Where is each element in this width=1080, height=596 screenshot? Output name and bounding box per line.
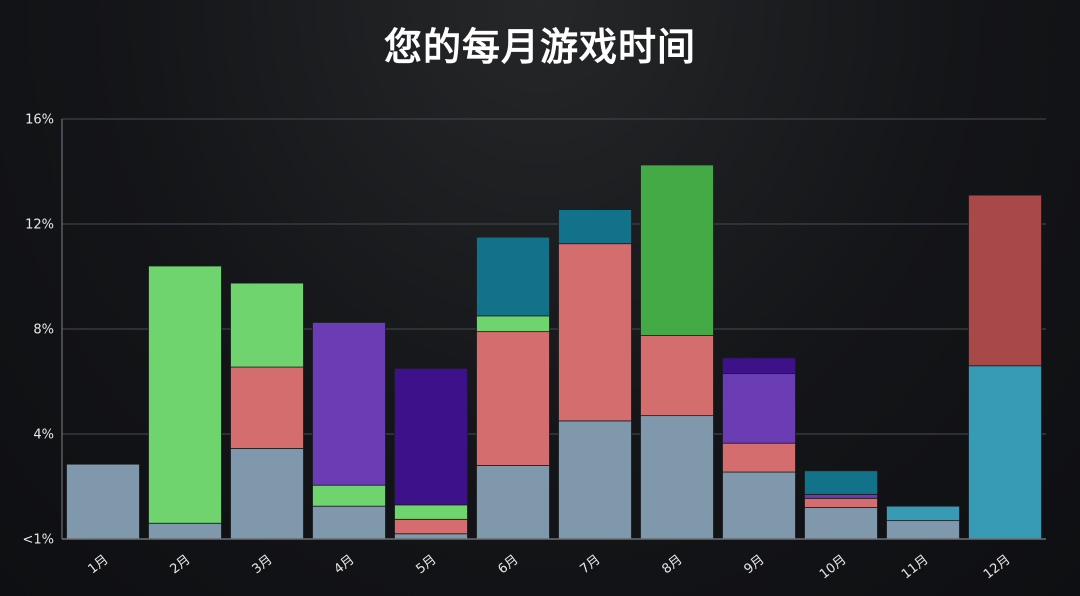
bar-segment-9月-1 bbox=[722, 442, 796, 473]
bar-segment-3月-0 bbox=[230, 448, 304, 540]
bar-segment-4月-2 bbox=[312, 322, 386, 486]
x-tick-label: 6月 bbox=[495, 552, 521, 577]
bar-segment-9月-2 bbox=[722, 373, 796, 444]
bar-segment-2月-0 bbox=[148, 522, 222, 540]
bar-segment-4月-1 bbox=[312, 484, 386, 507]
bar-segment-8月-1 bbox=[640, 335, 714, 417]
x-tick-label: 7月 bbox=[577, 552, 603, 577]
bar-segment-3月-2 bbox=[230, 282, 304, 368]
y-tick-label: 4% bbox=[33, 428, 54, 443]
bar-segment-2月-1 bbox=[148, 265, 222, 524]
bar-segment-10月-0 bbox=[804, 507, 878, 540]
bar-segment-7月-2 bbox=[558, 209, 632, 245]
x-tick-label: 3月 bbox=[249, 552, 275, 577]
bar-segment-9月-0 bbox=[722, 471, 796, 540]
y-tick-label: 8% bbox=[33, 323, 54, 338]
bar-segment-6月-3 bbox=[476, 236, 550, 317]
x-tick-label: 5月 bbox=[413, 552, 439, 577]
bar-segment-6月-1 bbox=[476, 331, 550, 466]
x-tick-label: 1月 bbox=[85, 552, 111, 577]
x-tick-label: 8月 bbox=[659, 552, 685, 577]
x-tick-label: 9月 bbox=[741, 552, 767, 577]
bar-segment-3月-1 bbox=[230, 366, 304, 449]
bar-segment-8月-0 bbox=[640, 415, 714, 540]
bar-segment-5月-2 bbox=[394, 504, 468, 520]
bar-segment-10月-2 bbox=[804, 493, 878, 499]
bar-segment-7月-0 bbox=[558, 420, 632, 540]
bar-segment-4月-0 bbox=[312, 505, 386, 540]
bar-segment-11月-1 bbox=[886, 505, 960, 522]
y-tick-label: 16% bbox=[25, 113, 54, 128]
x-tick-label: 2月 bbox=[167, 552, 193, 577]
bar-segment-5月-1 bbox=[394, 518, 468, 535]
x-tick-label: 12月 bbox=[981, 552, 1014, 582]
x-tick-label: 4月 bbox=[331, 552, 357, 577]
chart-title: 您的每月游戏时间 bbox=[383, 25, 696, 69]
bar-segment-12月-1 bbox=[968, 194, 1042, 367]
bar-segment-12月-0 bbox=[968, 365, 1042, 540]
bar-segment-5月-3 bbox=[394, 367, 468, 506]
bar-segment-8月-2 bbox=[640, 164, 714, 336]
bar-segment-10月-1 bbox=[804, 497, 878, 508]
y-tick-label: <1% bbox=[22, 533, 54, 548]
bar-segment-1月-0 bbox=[66, 463, 140, 540]
bar-segment-11月-0 bbox=[886, 520, 960, 540]
bar-segment-6月-2 bbox=[476, 315, 550, 333]
bar-segment-10月-3 bbox=[804, 470, 878, 495]
bar-segment-5月-0 bbox=[394, 533, 468, 540]
x-tick-label: 11月 bbox=[899, 552, 932, 582]
bar-segment-6月-0 bbox=[476, 465, 550, 540]
bar-segment-7月-1 bbox=[558, 243, 632, 422]
y-tick-label: 12% bbox=[25, 218, 54, 233]
x-tick-label: 10月 bbox=[817, 552, 850, 582]
bar-segment-9月-3 bbox=[722, 357, 796, 375]
